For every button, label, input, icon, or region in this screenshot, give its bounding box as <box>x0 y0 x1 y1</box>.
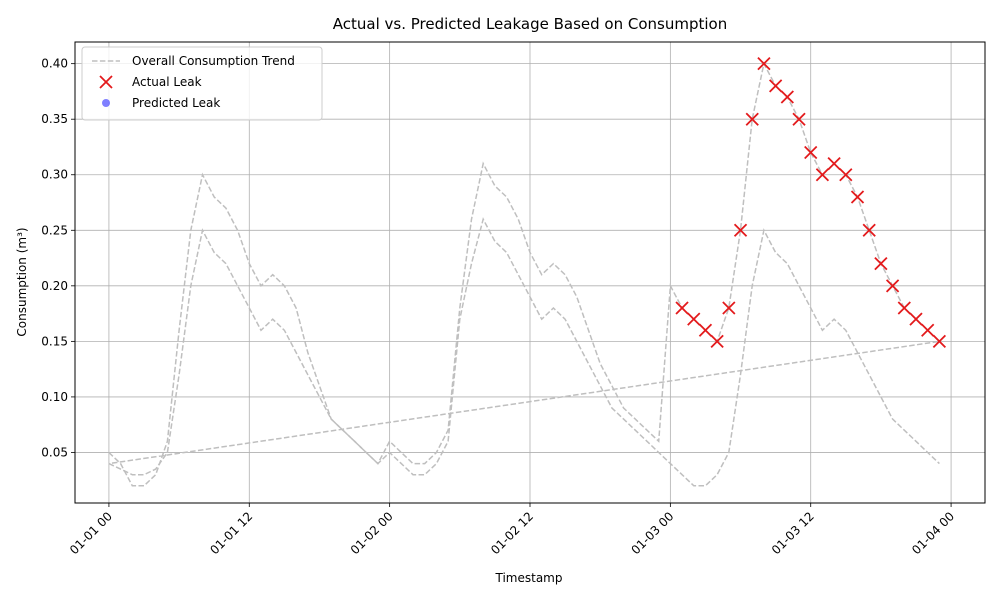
y-axis-label: Consumption (m³) <box>15 227 29 336</box>
actual-leak-marker <box>792 112 806 126</box>
y-tick-label: 0.30 <box>41 168 68 182</box>
actual-leak-marker <box>839 168 853 182</box>
actual-leak-marker <box>827 157 841 171</box>
actual-leak-marker <box>909 312 923 326</box>
actual-leak-marker <box>780 90 794 104</box>
legend-swatch-actual-leak <box>99 75 113 89</box>
legend-swatch-predicted-leak <box>102 99 110 107</box>
actual-leak-marker <box>897 301 911 315</box>
actual-leak-marker <box>932 334 947 349</box>
trend-line <box>108 61 942 487</box>
y-tick-label: 0.25 <box>41 223 68 237</box>
y-tick-label: 0.05 <box>41 445 68 459</box>
legend: Overall Consumption Trend Actual Leak Pred… <box>81 46 323 121</box>
trend-line <box>108 217 940 487</box>
actual-leak-marker <box>722 301 736 315</box>
y-tick-label: 0.10 <box>41 390 68 404</box>
legend-label: Overall Consumption Trend <box>132 54 295 68</box>
actual-leak-marker <box>687 312 701 326</box>
grid <box>75 42 985 503</box>
actual-leak-marker <box>733 223 748 237</box>
actual-leak-marker <box>757 57 771 71</box>
actual-leak-marker <box>675 301 689 315</box>
y-axis: 0.05 0.10 0.15 0.20 0.25 0.30 0.35 0.40 <box>41 57 75 459</box>
legend-label: Predicted Leak <box>132 96 220 110</box>
actual-leak-marker <box>921 323 935 337</box>
actual-leak-marker <box>862 223 876 237</box>
plot-series <box>108 57 947 487</box>
actual-leak-marker <box>885 279 900 293</box>
chart-title: Actual vs. Predicted Leakage Based on Co… <box>333 15 727 33</box>
actual-leak-marker <box>874 256 888 271</box>
actual-leak-marker <box>815 168 830 182</box>
actual-leak-marker <box>710 334 724 349</box>
actual-leak-marker <box>768 79 783 93</box>
actual-leak-marker <box>804 145 818 160</box>
actual-leak-marker <box>850 190 865 204</box>
actual-leak-marker <box>745 112 759 126</box>
y-tick-label: 0.35 <box>41 112 68 126</box>
y-tick-label: 0.20 <box>41 279 68 293</box>
x-axis-label: Timestamp <box>495 571 563 585</box>
legend-box <box>81 46 323 121</box>
actual-leak-marker <box>698 323 713 337</box>
legend-label: Actual Leak <box>132 75 202 89</box>
y-tick-label: 0.40 <box>41 57 68 71</box>
y-tick-label: 0.15 <box>41 334 68 348</box>
